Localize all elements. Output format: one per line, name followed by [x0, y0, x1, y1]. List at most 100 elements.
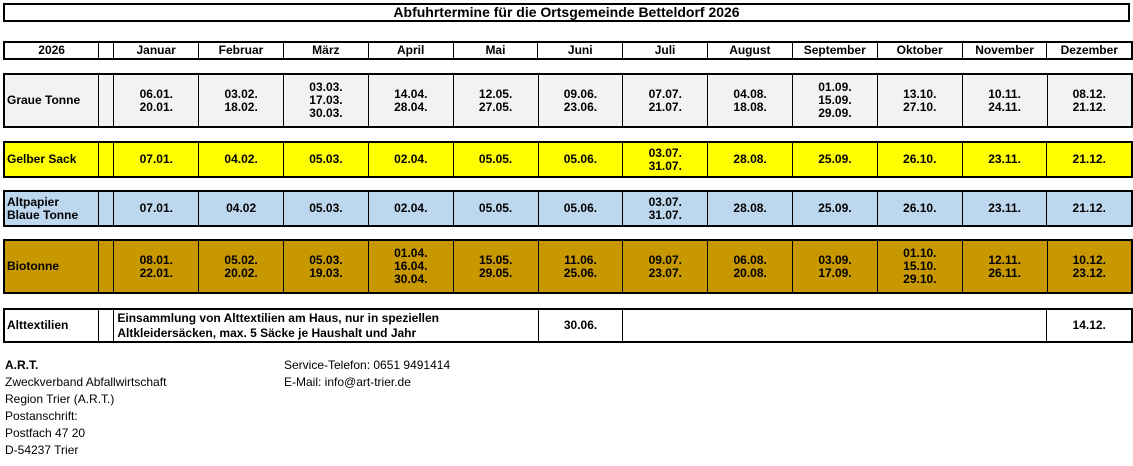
pickup-date: 18.02.: [224, 99, 258, 114]
date-cell: 02.04.: [367, 141, 454, 178]
pickup-date: 05.02.: [224, 252, 258, 267]
year-header: 2026: [3, 41, 100, 60]
pickup-date: 27.10.: [903, 99, 937, 114]
date-cell: 08.12. 21.12.: [1046, 73, 1133, 128]
date-cell: 21.12.: [1046, 190, 1133, 227]
pickup-date: 28.08.: [733, 152, 767, 166]
date-cell: 12.11. 26.11.: [961, 239, 1048, 294]
service-phone: Service-Telefon: 0651 9491414: [284, 358, 451, 372]
pickup-date: 06.08.: [733, 252, 767, 267]
org-line: Zweckverband Abfallwirtschaft: [5, 375, 167, 389]
pickup-date: 04.02.: [224, 152, 258, 166]
date-cell: 01.10. 15.10. 29.10.: [876, 239, 963, 294]
month-header: Dezember: [1046, 41, 1133, 60]
date-cell: 01.09. 15.09. 29.09.: [792, 73, 878, 128]
month-header: Juni: [537, 41, 624, 60]
pickup-date: 21.12.: [1072, 99, 1106, 114]
pickup-date: 29.10.: [903, 272, 937, 286]
row-label-line: Altpapier: [7, 194, 60, 209]
spacer-cell: [98, 41, 115, 60]
pickup-date: 26.10.: [903, 201, 937, 215]
date-cell: 09.07. 23.07.: [622, 239, 709, 294]
date-cell: 07.01.: [113, 190, 200, 227]
date-cell: 07.07. 21.07.: [622, 73, 709, 128]
pickup-date: 21.07.: [648, 99, 682, 114]
pickup-date: 17.09.: [818, 265, 852, 280]
spacer-cell: [98, 73, 115, 128]
pickup-date: 21.12.: [1072, 152, 1106, 166]
row-label: Alttextilien: [3, 308, 100, 343]
pickup-date: 05.03.: [309, 152, 343, 166]
pickup-date: 28.04.: [394, 99, 428, 114]
month-header: Oktober: [876, 41, 963, 60]
pickup-date: 19.03.: [309, 265, 343, 280]
org-line: Region Trier (A.R.T.): [5, 392, 115, 406]
date-cell: 10.11. 24.11.: [961, 73, 1048, 128]
month-header: November: [961, 41, 1048, 60]
date-cell: 03.03. 17.03. 30.03.: [283, 73, 369, 128]
date-cell: 03.07. 31.07.: [622, 190, 709, 227]
date-cell: 05.03. 19.03.: [283, 239, 369, 294]
description-line: Einsammlung von Alttextilien am Haus, nu…: [117, 310, 439, 325]
date-cell: 04.08. 18.08.: [707, 73, 794, 128]
pickup-date: 23.11.: [988, 201, 1021, 215]
spacer-cell: [98, 308, 115, 343]
org-line: Postanschrift:: [5, 409, 78, 423]
pickup-date: 30.04.: [394, 272, 428, 286]
pickup-date: 07.01.: [139, 201, 173, 215]
date-cell: 14.04. 28.04.: [367, 73, 454, 128]
pickup-date: 08.01.: [139, 252, 173, 267]
date-cell: 05.06.: [537, 190, 624, 227]
month-header: Februar: [198, 41, 284, 60]
pickup-date: 04.08.: [733, 86, 767, 101]
pickup-date: 20.08.: [733, 265, 767, 280]
row-label: Biotonne: [3, 239, 100, 294]
pickup-date: 06.01.: [139, 86, 173, 101]
pickup-date: 01.04.: [394, 246, 428, 260]
pickup-date: 29.09.: [818, 106, 852, 120]
date-cell: 04.02.: [198, 141, 285, 178]
pickup-date: 27.05.: [478, 99, 513, 114]
pickup-date: 23.11.: [988, 152, 1021, 166]
pickup-date: 02.04.: [394, 201, 428, 215]
date-cell: 26.10.: [876, 190, 963, 227]
pickup-date: 05.06.: [563, 201, 598, 215]
pickup-date: 25.09.: [818, 201, 852, 215]
date-cell-juni: 30.06.: [537, 308, 624, 343]
org-line: D-54237 Trier: [5, 443, 79, 457]
date-cell: 01.04. 16.04. 30.04.: [367, 239, 454, 294]
row-label: Graue Tonne: [3, 73, 100, 128]
contact-info: Service-Telefon: 0651 9491414 E-Mail: in…: [284, 357, 450, 391]
date-cell: 10.12. 23.12.: [1046, 239, 1133, 294]
alttextilien-description: Einsammlung von Alttextilien am Haus, nu…: [113, 308, 539, 343]
date-cell: 08.01. 22.01.: [113, 239, 200, 294]
date-cell: 03.02. 18.02.: [198, 73, 285, 128]
month-header: August: [706, 41, 793, 60]
pickup-date: 02.04.: [394, 152, 428, 166]
date-cell: 25.09.: [792, 190, 878, 227]
date-cell: 26.10.: [876, 141, 963, 178]
spacer-cell: [98, 190, 115, 227]
pickup-date: 14.04.: [394, 86, 428, 101]
pickup-date: 15.09.: [818, 93, 852, 107]
pickup-date: 05.05.: [478, 152, 513, 166]
pickup-date: 04.02: [226, 201, 257, 215]
pickup-date: 26.10.: [903, 152, 937, 166]
row-label-line: Blaue Tonne: [7, 207, 79, 222]
description-line: Altkleidersäcken, max. 5 Säcke je Hausha…: [117, 325, 417, 340]
pickup-date: 09.07.: [648, 252, 682, 267]
pickup-date: 03.09.: [818, 252, 852, 267]
pickup-date: 25.06.: [563, 265, 598, 280]
pickup-date: 07.01.: [139, 152, 173, 166]
month-header: Mai: [452, 41, 539, 60]
pickup-date: 05.03.: [309, 201, 343, 215]
pickup-date: 28.08.: [733, 201, 767, 215]
date-cell: 05.05.: [452, 190, 539, 227]
pickup-date: 30.03.: [309, 106, 343, 120]
pickup-date: 10.11.: [988, 86, 1021, 101]
alttextilien-row: Alttextilien Einsammlung von Alttextilie…: [3, 308, 1133, 343]
pickup-date: 05.03.: [309, 252, 343, 267]
date-cell: 13.10. 27.10.: [876, 73, 963, 128]
date-cell: 06.01. 20.01.: [113, 73, 200, 128]
organization-address: A.R.T. Zweckverband Abfallwirtschaft Reg…: [5, 357, 166, 459]
